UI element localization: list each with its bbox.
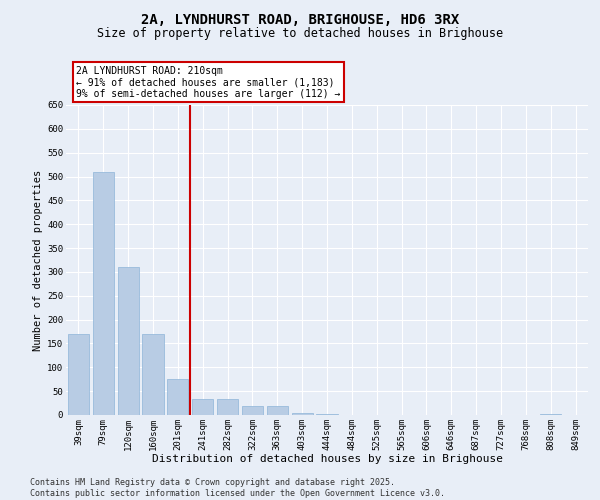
Y-axis label: Number of detached properties: Number of detached properties (33, 170, 43, 350)
Bar (93, 172, 114, 415)
Text: Size of property relative to detached houses in Brighouse: Size of property relative to detached ho… (97, 28, 503, 40)
Bar (167, 379, 188, 415)
Bar (142, 334, 164, 415)
Bar (267, 406, 288, 415)
Bar (540, 414, 561, 415)
Bar (316, 414, 338, 415)
Text: 2A, LYNDHURST ROAD, BRIGHOUSE, HD6 3RX: 2A, LYNDHURST ROAD, BRIGHOUSE, HD6 3RX (141, 12, 459, 26)
Text: 2A LYNDHURST ROAD: 210sqm
← 91% of detached houses are smaller (1,183)
9% of sem: 2A LYNDHURST ROAD: 210sqm ← 91% of detac… (76, 66, 341, 99)
Bar (217, 400, 238, 415)
Bar (292, 412, 313, 415)
Bar (118, 267, 139, 415)
X-axis label: Distribution of detached houses by size in Brighouse: Distribution of detached houses by size … (151, 454, 503, 464)
Bar (192, 400, 213, 415)
Bar (242, 406, 263, 415)
Bar (68, 334, 89, 415)
Text: Contains HM Land Registry data © Crown copyright and database right 2025.
Contai: Contains HM Land Registry data © Crown c… (30, 478, 445, 498)
